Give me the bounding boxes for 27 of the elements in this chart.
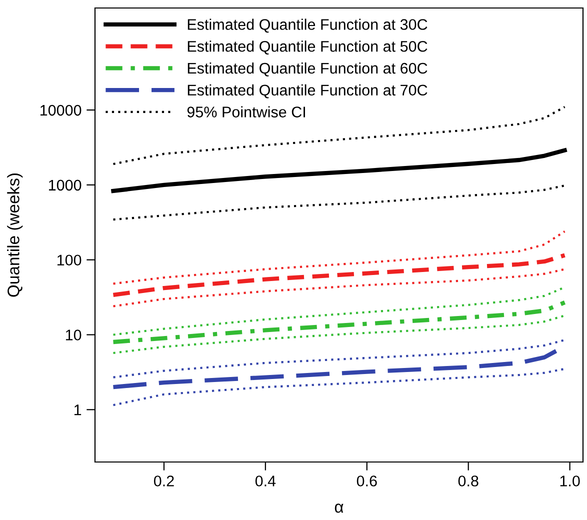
x-tick-label: 0.6 [356, 476, 377, 486]
x-tick-label: 0.4 [255, 476, 276, 486]
y-tick-label: 10000 [40, 104, 82, 116]
legend-label: Estimated Quantile Function at 60C [188, 62, 428, 76]
line-series [111, 253, 567, 298]
x-tick-label: 0.8 [458, 476, 478, 486]
y-tick-label: 1000 [48, 180, 82, 191]
x-tick-label: 0.2 [154, 476, 174, 486]
x-tick-label: 1.0 [560, 476, 580, 486]
legend-label: Estimated Quantile Function at 30C [188, 18, 428, 33]
y-tick-label: 100 [57, 254, 82, 266]
legend-label: Estimated Quantile Function at 70C [188, 84, 428, 98]
line-series [112, 368, 566, 406]
line-series [112, 106, 566, 166]
y-axis-title: Quantile (weeks) [7, 174, 23, 297]
y-tick-label: 1 [74, 404, 82, 416]
line-series [112, 314, 566, 354]
legend-label: Estimated Quantile Function at 50C [188, 40, 428, 55]
y-tick-label: 10 [66, 330, 82, 340]
x-axis-title: α [334, 504, 344, 513]
line-series [112, 338, 566, 378]
line-series [111, 300, 567, 344]
line-series [111, 148, 567, 194]
legend-label: 95% Pointwise CI [187, 106, 305, 118]
line-series [112, 230, 566, 285]
line-series [112, 184, 566, 221]
line-series [112, 268, 566, 308]
